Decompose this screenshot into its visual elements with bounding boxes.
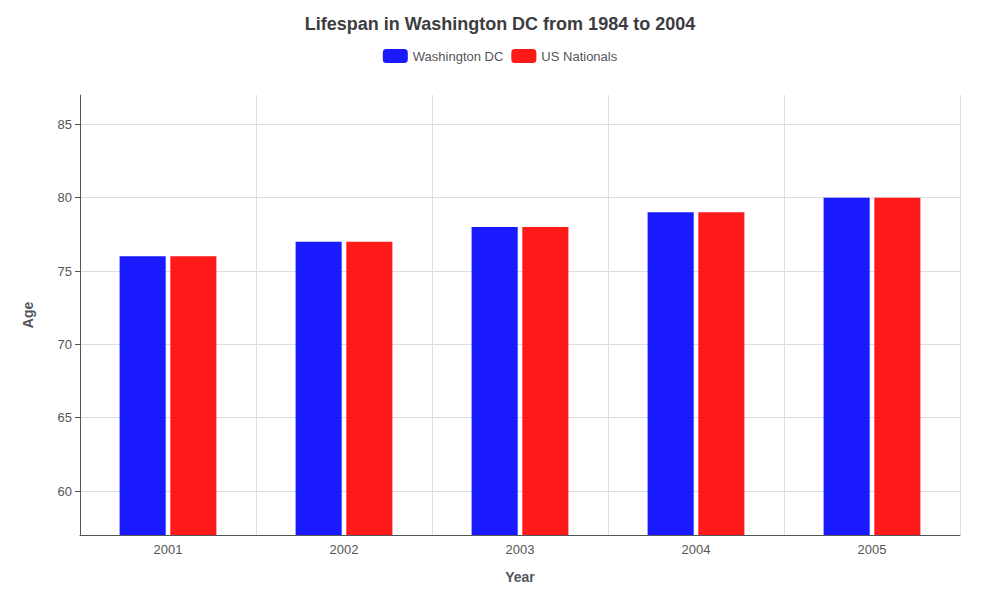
svg-text:Washington DC: Washington DC: [413, 49, 504, 64]
svg-text:Year: Year: [505, 569, 535, 585]
svg-text:Age: Age: [20, 302, 36, 329]
svg-text:2003: 2003: [506, 542, 535, 557]
svg-text:US Nationals: US Nationals: [541, 49, 617, 64]
svg-text:2005: 2005: [858, 542, 887, 557]
svg-text:75: 75: [58, 264, 72, 279]
svg-text:65: 65: [58, 410, 72, 425]
svg-text:60: 60: [58, 484, 72, 499]
svg-text:80: 80: [58, 190, 72, 205]
svg-text:70: 70: [58, 337, 72, 352]
svg-text:2004: 2004: [682, 542, 711, 557]
svg-text:2002: 2002: [330, 542, 359, 557]
svg-text:Lifespan in Washington DC from: Lifespan in Washington DC from 1984 to 2…: [305, 14, 695, 34]
svg-text:85: 85: [58, 117, 72, 132]
svg-text:2001: 2001: [154, 542, 183, 557]
